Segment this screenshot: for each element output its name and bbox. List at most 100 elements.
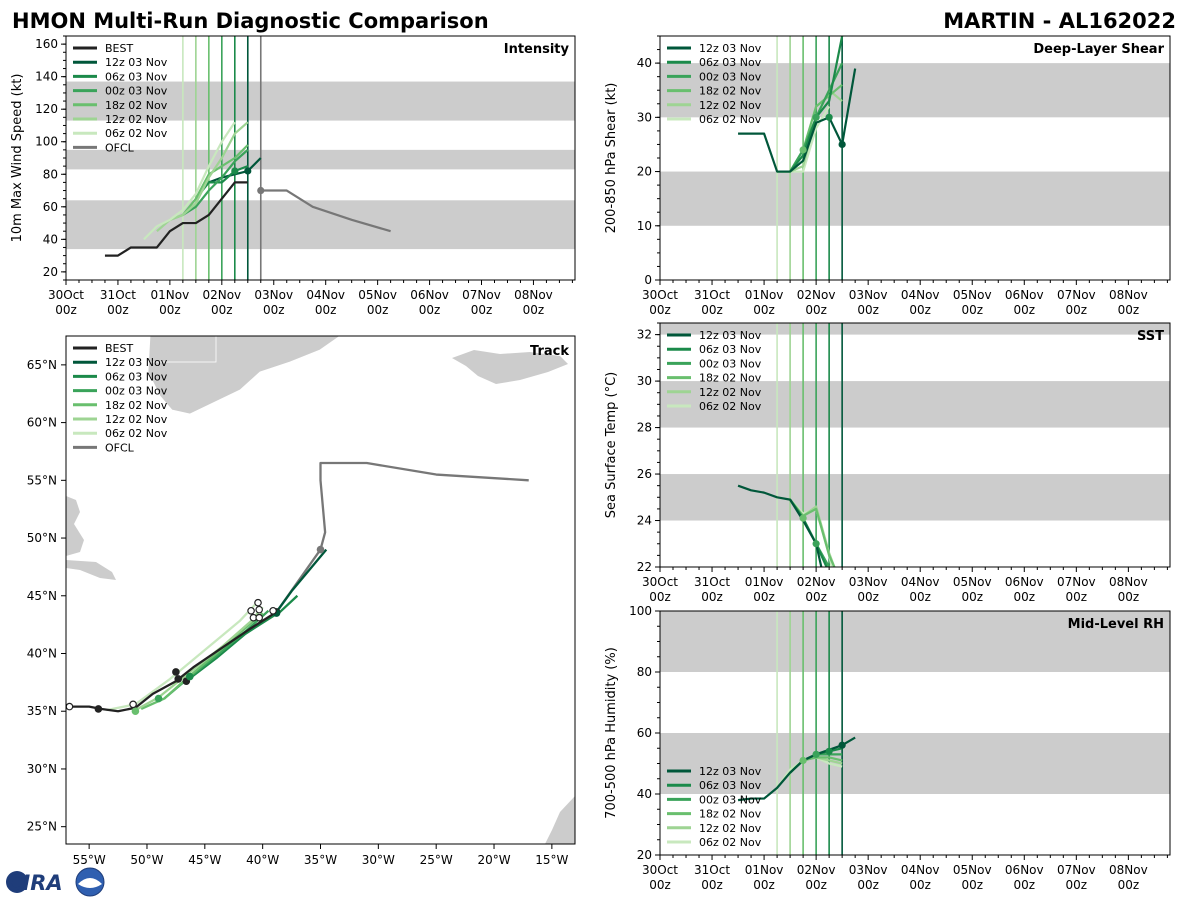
track-marker-best: [174, 675, 183, 683]
shear-marker-18z-02-nov: [799, 146, 807, 154]
rh-xtick-hour: 00z: [1066, 878, 1088, 892]
shear-ytick-label: 40: [637, 56, 652, 70]
legend-label-06z-02-nov: 06z 02 Nov: [699, 113, 762, 126]
shear-shaded-band: [660, 63, 1170, 118]
legend-label-best: BEST: [105, 342, 133, 355]
intensity-xtick-date: 31Oct: [100, 288, 136, 302]
track-line-06z-02-nov: [106, 601, 258, 712]
rh-xtick-date: 05Nov: [953, 863, 992, 877]
rh-ytick-label: 20: [637, 848, 652, 862]
intensity-ytick-label: 80: [43, 167, 58, 181]
legend-label-06z-03-nov: 06z 03 Nov: [699, 56, 762, 69]
sst-plot-area: [660, 323, 1170, 567]
track-ytick-label: 25°N: [27, 820, 57, 834]
cira-logo: CIRA: [6, 867, 105, 897]
sst-shaded-band: [660, 381, 1170, 428]
track-marker-best: [172, 668, 180, 676]
shear-xtick-date: 02Nov: [797, 288, 836, 302]
track-panel-title: Track: [530, 344, 569, 359]
rh-xtick-hour: 00z: [805, 878, 827, 892]
track-ytick-label: 35°N: [27, 704, 57, 718]
shear-shaded-band: [660, 171, 1170, 226]
intensity-xtick-date: 30Oct: [48, 288, 84, 302]
track-marker-ofcl: [316, 545, 325, 554]
legend-label-12z-02-nov: 12z 02 Nov: [699, 99, 762, 112]
legend-label-18z-02-nov: 18z 02 Nov: [105, 99, 168, 112]
intensity-panel: 2040608010012014016030Oct00z31Oct00z01No…: [10, 35, 576, 317]
intensity-marker-ofcl: [257, 186, 265, 195]
shear-xtick-hour: 00z: [961, 303, 983, 317]
legend-label-ofcl: OFCL: [105, 441, 135, 454]
intensity-series-best: [104, 181, 248, 257]
legend-label-06z-02-nov: 06z 02 Nov: [105, 127, 168, 140]
sst-xtick-hour: 00z: [961, 590, 983, 604]
sst-xtick-hour: 00z: [857, 590, 879, 604]
sst-xtick-date: 04Nov: [901, 575, 940, 589]
legend-label-12z-02-nov: 12z 02 Nov: [105, 413, 168, 426]
africa-land-shape: [545, 796, 575, 844]
track-ytick-label: 45°N: [27, 589, 57, 603]
rh-marker-18z-02-nov: [799, 756, 807, 765]
shear-series-12z-03-nov: [738, 68, 857, 173]
intensity-shaded-band: [66, 81, 575, 121]
intensity-series-ofcl: [260, 189, 391, 233]
intensity-xtick-hour: 00z: [107, 303, 129, 317]
shear-xtick-hour: 00z: [1013, 303, 1035, 317]
legend-label-12z-02-nov: 12z 02 Nov: [699, 386, 762, 399]
legend-label-best: BEST: [105, 42, 133, 55]
legend-label-12z-03-nov: 12z 03 Nov: [105, 56, 168, 69]
sst-shaded-band: [660, 323, 1170, 335]
track-open-marker: [66, 702, 74, 711]
sst-ytick-label: 30: [637, 374, 652, 388]
legend-label-12z-03-nov: 12z 03 Nov: [699, 765, 762, 778]
rh-xtick-date: 01Nov: [745, 863, 784, 877]
greenland-border-line: [150, 336, 217, 363]
rh-marker-12z-03-nov: [838, 741, 846, 749]
shear-xtick-date: 08Nov: [1109, 288, 1148, 302]
intensity-ytick-label: 160: [35, 37, 58, 51]
sst-ytick-label: 22: [637, 560, 652, 574]
intensity-series-00z-03-nov: [182, 149, 249, 216]
shear-xtick-date: 04Nov: [901, 288, 940, 302]
rh-xtick-date: 31Oct: [694, 863, 730, 877]
shear-plot-area: [660, 36, 1170, 280]
legend-label-06z-03-nov: 06z 03 Nov: [699, 779, 762, 792]
sst-marker-18z-02-nov: [799, 514, 807, 522]
legend-label-00z-03-nov: 00z 03 Nov: [699, 793, 762, 806]
sst-xtick-hour: 00z: [1118, 590, 1140, 604]
rh-ytick-label: 40: [637, 787, 652, 801]
track-xtick-label: 20°W: [477, 853, 510, 867]
sst-marker-00z-03-nov: [812, 540, 820, 548]
track-marker-18z-02-nov: [131, 707, 140, 716]
track-panel: 55°W 50°W 45°W 40°W 35°W 30°W 25°W 20°W 15°W 25°N…: [27, 335, 576, 867]
intensity-xtick-date: 02Nov: [202, 288, 241, 302]
track-open-marker: [255, 613, 263, 622]
track-ytick-label: 40°N: [27, 647, 57, 661]
intensity-xtick-hour: 00z: [419, 303, 441, 317]
intensity-xtick-date: 08Nov: [514, 288, 553, 302]
shear-ylabel: 200-850 hPa Shear (kt): [604, 83, 619, 234]
intensity-xtick-date: 03Nov: [254, 288, 293, 302]
rh-xtick-hour: 00z: [753, 878, 775, 892]
intensity-xtick-hour: 00z: [315, 303, 337, 317]
rh-xtick-hour: 00z: [1118, 878, 1140, 892]
sst-xtick-hour: 00z: [649, 590, 671, 604]
rh-xtick-date: 06Nov: [1005, 863, 1044, 877]
shear-xtick-date: 03Nov: [849, 288, 888, 302]
shear-ytick-label: 20: [637, 165, 652, 179]
shear-ytick-label: 0: [644, 273, 652, 287]
greenland-land-shape: [147, 336, 341, 415]
intensity-xtick-hour: 00z: [55, 303, 77, 317]
nova-scotia-land-shape: [66, 560, 116, 580]
sst-ytick-label: 24: [637, 514, 652, 528]
intensity-xtick-hour: 00z: [263, 303, 285, 317]
rh-marker-00z-03-nov: [812, 750, 820, 758]
intensity-series-06z-02-nov: [143, 121, 236, 241]
legend-label-12z-02-nov: 12z 02 Nov: [699, 822, 762, 835]
track-xtick-label: 55°W: [73, 853, 106, 867]
sst-xtick-date: 01Nov: [745, 575, 784, 589]
shear-marker-12z-03-nov: [838, 140, 846, 149]
intensity-ytick-label: 120: [35, 102, 58, 116]
track-ytick-label: 55°N: [27, 473, 57, 487]
